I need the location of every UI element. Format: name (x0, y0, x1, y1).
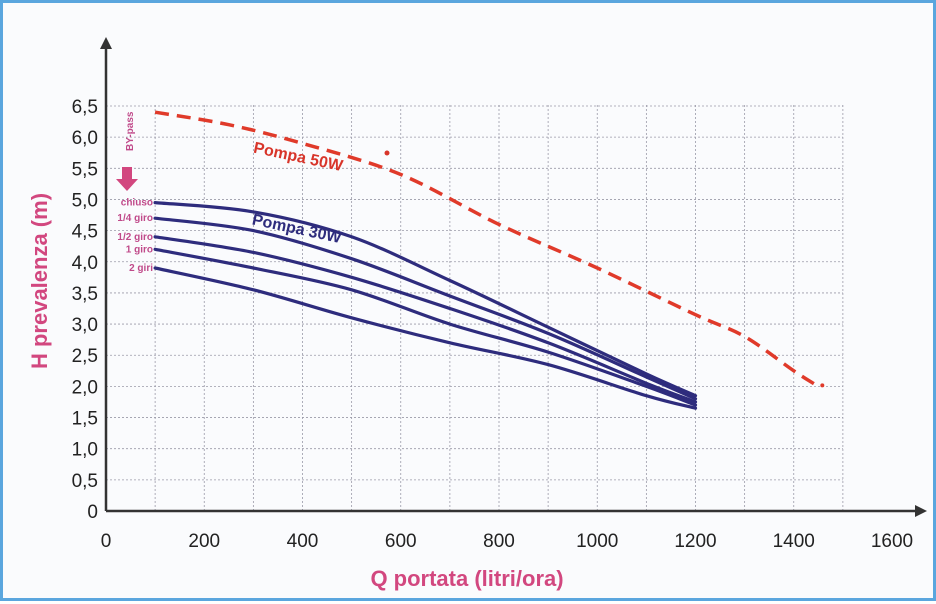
series-line-pompa-30w (153, 266, 698, 410)
x-tick-label: 1400 (773, 531, 815, 552)
series-lines (153, 110, 825, 410)
valve-position-label: chiuso (121, 198, 153, 209)
y-tick-label: 6,0 (72, 128, 98, 149)
y-tick-label: 3,0 (72, 315, 98, 336)
series-line-pompa-50w (154, 110, 820, 388)
grid (106, 104, 844, 511)
x-tick-label: 400 (287, 531, 319, 552)
y-tick-label: 1,5 (72, 409, 98, 430)
series-label-dot (384, 150, 390, 156)
x-tick-label: 1200 (674, 531, 716, 552)
x-tick-label: 0 (101, 531, 112, 552)
y-tick-label: 5,5 (72, 159, 98, 180)
series-line-pompa-30w (153, 216, 698, 401)
x-tick-label: 600 (385, 531, 417, 552)
valve-position-label: 2 giri (129, 263, 153, 274)
bypass-label: BY-pass (125, 111, 136, 151)
y-tick-label: 0,5 (72, 471, 98, 492)
x-tick-label: 1600 (871, 531, 913, 552)
x-tick-label: 800 (483, 531, 515, 552)
series-line-pompa-30w (153, 201, 698, 398)
y-tick-label: 5,0 (72, 190, 98, 211)
axes (100, 37, 927, 517)
y-tick-label: 2,5 (72, 346, 98, 367)
pump-curve-chart: 0 200 400 600 800 1000 1200 1400 1600 0 0,5 1,0 1,5 2… (27, 37, 927, 591)
y-axis-title: H prevalenza (m) (27, 193, 52, 369)
x-tick-label: 200 (188, 531, 220, 552)
series-line-pompa-30w (153, 247, 698, 407)
y-tick-label: 6,5 (72, 97, 98, 118)
series-label-pompa-50w: Pompa 50W (252, 140, 345, 176)
x-tick-label: 1000 (576, 531, 618, 552)
y-tick-label: 4,0 (72, 253, 98, 274)
valve-position-label: 1/2 giro (117, 232, 153, 243)
series-line-pompa-30w (153, 235, 698, 404)
x-axis-title: Q portata (litri/ora) (370, 566, 563, 591)
y-tick-label: 1,0 (72, 440, 98, 461)
y-tick-label: 0 (87, 502, 98, 523)
y-tick-label: 2,0 (72, 377, 98, 398)
tick-labels: 0 200 400 600 800 1000 1200 1400 1600 0 0,5 1,0 1,5 2… (72, 97, 914, 552)
y-tick-label: 4,5 (72, 222, 98, 243)
y-tick-label: 3,5 (72, 284, 98, 305)
series-end-dot (820, 383, 825, 388)
valve-position-label: 1/4 giro (117, 213, 153, 224)
bypass-arrow-icon (116, 167, 138, 191)
valve-position-label: 1 giro (126, 244, 153, 255)
